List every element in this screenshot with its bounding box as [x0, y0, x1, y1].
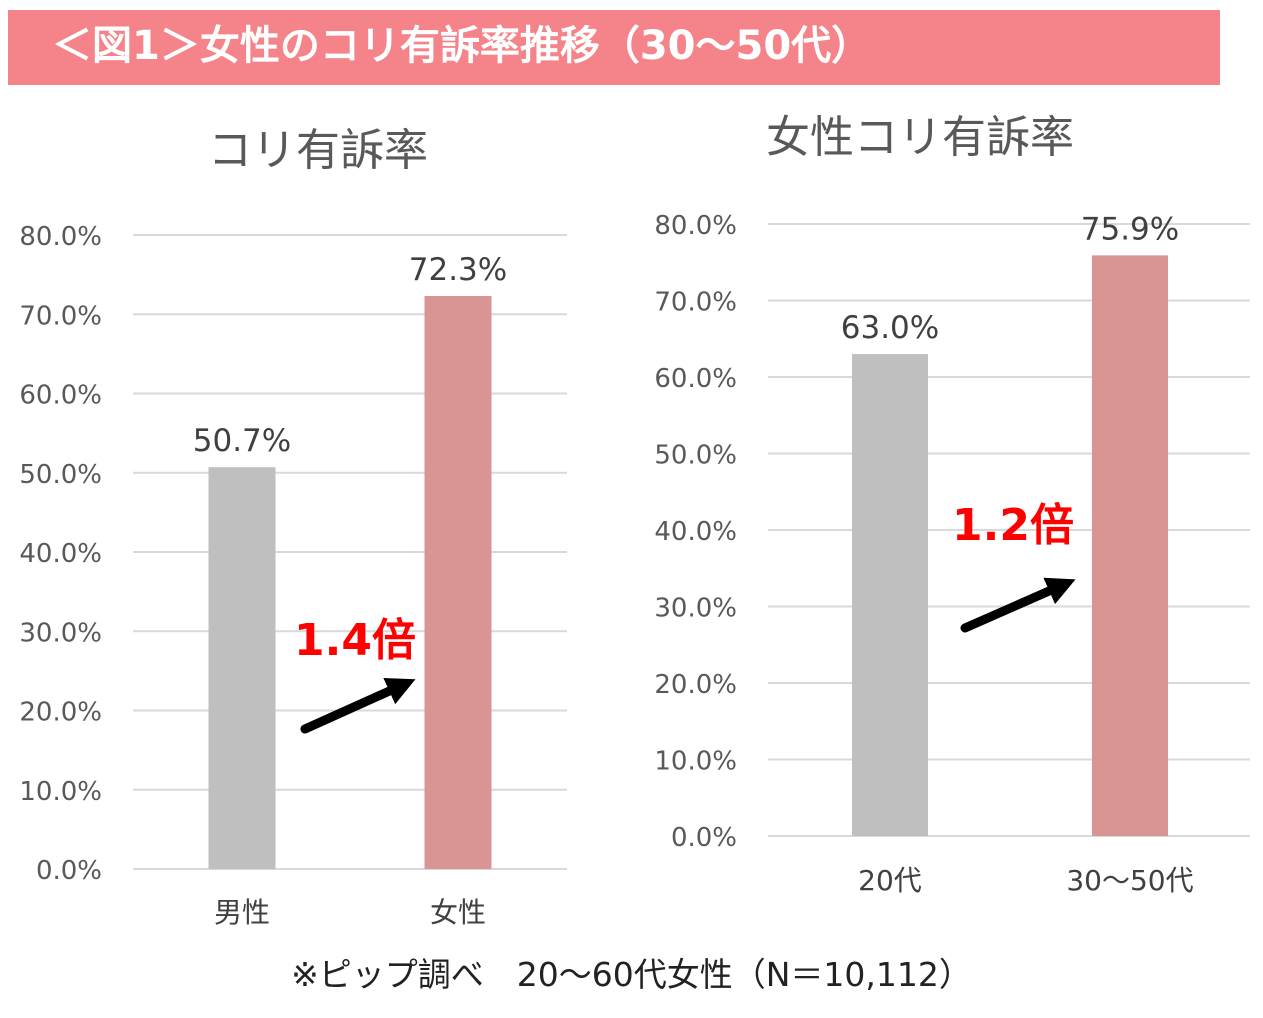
bar [1092, 255, 1168, 837]
y-tick-label: 70.0% [654, 288, 737, 318]
y-tick-label: 40.0% [654, 517, 737, 547]
y-tick-label: 60.0% [654, 364, 737, 394]
multiplier-annotation: 1.4倍 [294, 615, 416, 666]
data-label: 63.0% [841, 310, 939, 346]
y-tick-label: 0.0% [36, 856, 102, 886]
data-label: 75.9% [1081, 211, 1179, 247]
chart-right: 女性コリ有訴率 0.0% 10.0% 20.0% 30.0% 40.0% 50.0% 60.0… [654, 112, 1250, 897]
multiplier-annotation: 1.2倍 [952, 500, 1074, 551]
y-tick-label: 0.0% [671, 823, 737, 853]
y-tick-label: 30.0% [654, 594, 737, 624]
arrow-icon [960, 577, 1076, 633]
chart-left: コリ有訴率 0.0% 10.0% 20.0% 30.0% 40.0% 50.0% 60.0% 7… [19, 125, 567, 929]
y-tick-label: 80.0% [654, 211, 737, 241]
data-label: 72.3% [409, 252, 507, 288]
y-tick-label: 20.0% [19, 698, 102, 728]
y-tick-label: 40.0% [19, 539, 102, 569]
footnote: ※ピップ調べ 20〜60代女性（N＝10,112） [291, 955, 972, 994]
y-tick-label: 30.0% [19, 618, 102, 648]
category-label: 30〜50代 [1066, 864, 1193, 897]
data-label: 50.7% [193, 423, 291, 459]
category-label: 女性 [430, 896, 486, 929]
arrow-icon [300, 677, 416, 734]
figure-title: ＜図1＞女性のコリ有訴率推移（30〜50代） [52, 23, 872, 69]
bar [424, 296, 492, 870]
y-tick-label: 50.0% [654, 441, 737, 471]
title-banner: ＜図1＞女性のコリ有訴率推移（30〜50代） [8, 10, 1220, 85]
y-tick-label: 80.0% [19, 222, 102, 252]
y-tick-label: 20.0% [654, 670, 737, 700]
y-tick-label: 10.0% [19, 777, 102, 807]
chart-title: コリ有訴率 [208, 125, 428, 176]
category-label: 20代 [858, 864, 922, 897]
y-tick-label: 10.0% [654, 747, 737, 777]
chart-title: 女性コリ有訴率 [766, 112, 1074, 163]
bar [208, 467, 276, 869]
y-tick-label: 50.0% [19, 460, 102, 490]
category-label: 男性 [214, 896, 270, 929]
y-tick-label: 60.0% [19, 381, 102, 411]
y-tick-label: 70.0% [19, 301, 102, 331]
bar [852, 354, 928, 836]
